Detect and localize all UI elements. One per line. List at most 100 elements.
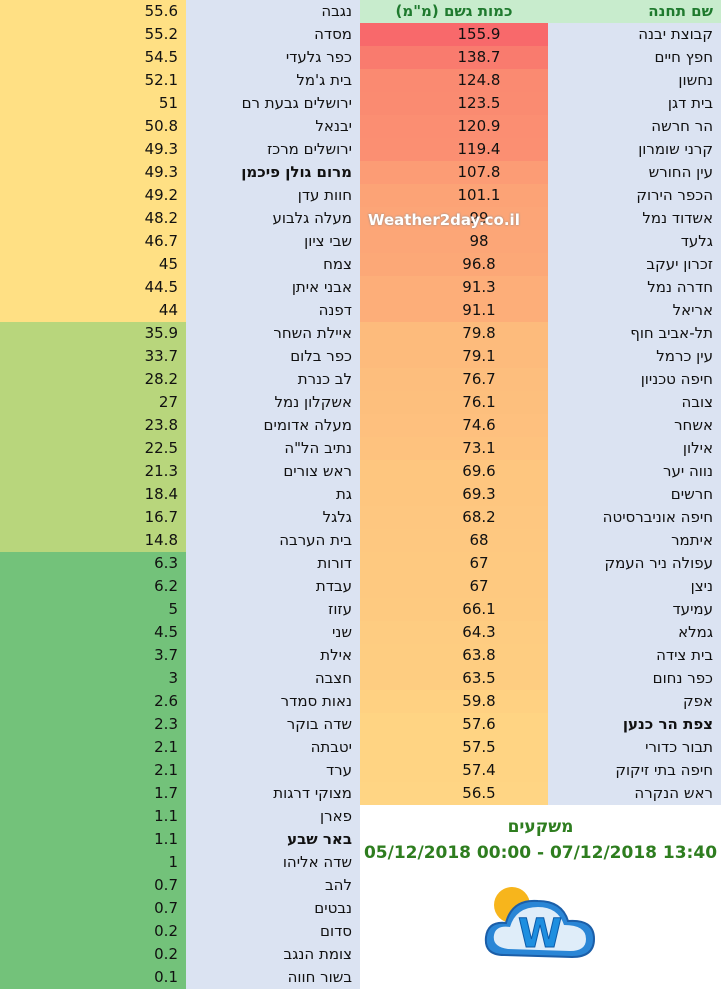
station-name-cell: חיפה טכניון (548, 368, 721, 391)
station-name-cell: הר חרשה (548, 115, 721, 138)
station-name-cell: דפנה (186, 299, 360, 322)
rain-amount-cell: 49.3 (0, 138, 186, 161)
station-name-cell: שני (186, 621, 360, 644)
station-name-cell: חרשים (548, 483, 721, 506)
rain-amount-cell: 56.5 (360, 782, 548, 805)
rain-amount-cell: 16.7 (0, 506, 186, 529)
rain-amount-cell: 63.5 (360, 667, 548, 690)
station-name-cell: שדה בוקר (186, 713, 360, 736)
rain-amount-cell: 2.3 (0, 713, 186, 736)
station-name-cell: צומת הנגב (186, 943, 360, 966)
station-name-cell: חוות עדן (186, 184, 360, 207)
station-name-cell: עין החורש (548, 161, 721, 184)
station-name-cell: ירושלים מרכז (186, 138, 360, 161)
rain-amount-cell: 91.3 (360, 276, 548, 299)
rain-amount-cell: 67 (360, 552, 548, 575)
station-name-cell: כפר נחום (548, 667, 721, 690)
station-name-cell: עפולה ניר העמק (548, 552, 721, 575)
station-name-cell: יטבתה (186, 736, 360, 759)
rain-amount-cell: 73.1 (360, 437, 548, 460)
rain-amount-cell: 91.1 (360, 299, 548, 322)
rain-amount-cell: 21.3 (0, 460, 186, 483)
station-name-cell: אשחר (548, 414, 721, 437)
rain-amount-cell: 54.5 (0, 46, 186, 69)
station-name-cell: תבור כדורי (548, 736, 721, 759)
station-name-cell: דורות (186, 552, 360, 575)
rain-amount-cell: 107.8 (360, 161, 548, 184)
station-name-cell: אפק (548, 690, 721, 713)
rain-amount-cell: 76.1 (360, 391, 548, 414)
rain-amount-cell: 3 (0, 667, 186, 690)
rain-amount-cell: 6.2 (0, 575, 186, 598)
station-name-cell: נגבה (186, 0, 360, 23)
caption-date-range: 05/12/2018 00:00 - 07/12/2018 13:40 (363, 843, 718, 863)
rain-amount-cell: 35.9 (0, 322, 186, 345)
station-name-cell: באר שבע (186, 828, 360, 851)
rain-amount-cell: 33.7 (0, 345, 186, 368)
rain-amount-cell: 0.7 (0, 897, 186, 920)
rain-amount-cell: 123.5 (360, 92, 548, 115)
rain-amount-cell: 68 (360, 529, 548, 552)
station-name-cell: ניצן (548, 575, 721, 598)
station-name-cell: אשדוד נמל (548, 207, 721, 230)
rain-amount-cell: 98 (360, 230, 548, 253)
rain-amount-cell: 49.2 (0, 184, 186, 207)
rain-amount-cell: 28.2 (0, 368, 186, 391)
rain-amount-cell: 49.3 (0, 161, 186, 184)
station-name-cell: בית דגן (548, 92, 721, 115)
station-name-cell: חיפה אוניברסיטה (548, 506, 721, 529)
station-name-cell: מצוקי דרגות (186, 782, 360, 805)
station-name-cell: נתיב הל"ה (186, 437, 360, 460)
station-name-cell: נבטים (186, 897, 360, 920)
rain-amount-cell: 0.1 (0, 966, 186, 989)
station-name-cell: חיפה בתי זיקוק (548, 759, 721, 782)
rain-amount-cell: 79.8 (360, 322, 548, 345)
rain-amount-cell: 1.1 (0, 805, 186, 828)
station-name-cell: בית צידה (548, 644, 721, 667)
station-name-cell: לב כנרת (186, 368, 360, 391)
station-name-cell: חפץ חיים (548, 46, 721, 69)
rain-amount-cell: 50.8 (0, 115, 186, 138)
station-name-cell: עזוז (186, 598, 360, 621)
rain-amount-cell: 5 (0, 598, 186, 621)
rain-amount-cell: 55.6 (0, 0, 186, 23)
station-name-cell: ערד (186, 759, 360, 782)
station-name-cell: להב (186, 874, 360, 897)
watermark-text: Weather2day.co.il (368, 211, 520, 229)
weather2day-logo-icon: W (484, 887, 596, 959)
rain-amount-cell: 124.8 (360, 69, 548, 92)
rain-amount-cell: 2.1 (0, 759, 186, 782)
station-name-cell: סדום (186, 920, 360, 943)
header-station: שם תחנה (548, 0, 721, 23)
rain-amount-cell: 3.7 (0, 644, 186, 667)
rain-amount-cell: 67 (360, 575, 548, 598)
station-name-cell: עמיעד (548, 598, 721, 621)
station-name-cell: חדרה נמל (548, 276, 721, 299)
rain-amount-cell: 74.6 (360, 414, 548, 437)
rain-amount-cell: 96.8 (360, 253, 548, 276)
station-name-cell: גלגל (186, 506, 360, 529)
rain-amount-cell: 57.5 (360, 736, 548, 759)
rain-amount-cell: 0.7 (0, 874, 186, 897)
rain-amount-cell: 4.5 (0, 621, 186, 644)
rain-amount-cell: 1 (0, 851, 186, 874)
station-name-cell: מסדה (186, 23, 360, 46)
station-name-cell: כפר בלום (186, 345, 360, 368)
rain-amount-cell: 22.5 (0, 437, 186, 460)
rain-amount-cell: 6.3 (0, 552, 186, 575)
rain-amount-cell: 101.1 (360, 184, 548, 207)
rain-amount-cell: 14.8 (0, 529, 186, 552)
rain-amount-cell: 76.7 (360, 368, 548, 391)
rain-amount-cell: 23.8 (0, 414, 186, 437)
rain-amount-cell: 45 (0, 253, 186, 276)
station-name-cell: צמח (186, 253, 360, 276)
rain-amount-cell: 155.9 (360, 23, 548, 46)
rain-amount-cell: 69.3 (360, 483, 548, 506)
station-name-cell: אילון (548, 437, 721, 460)
station-name-cell: בית הערבה (186, 529, 360, 552)
station-name-cell: אשקלון נמל (186, 391, 360, 414)
station-name-cell: מעלה גלבוע (186, 207, 360, 230)
station-name-cell: איילת השחר (186, 322, 360, 345)
rain-amount-cell: 1.1 (0, 828, 186, 851)
